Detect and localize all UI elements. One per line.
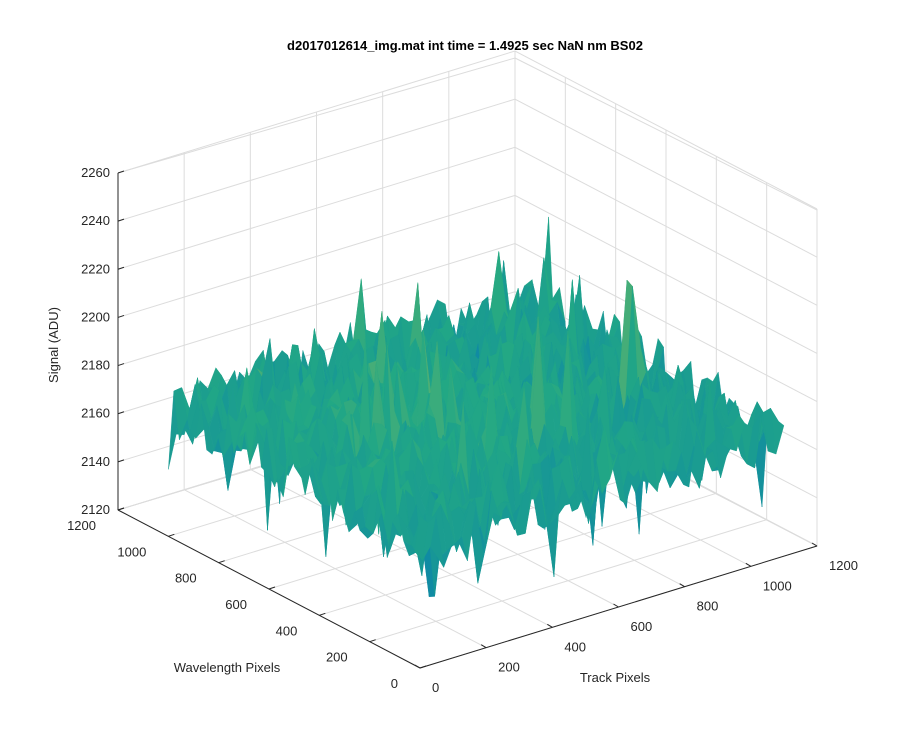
z-tick-1 [117, 459, 125, 463]
z-tick-label-0: 2120 [81, 502, 110, 517]
y-tick-label-1: 200 [326, 650, 348, 665]
grid-z-7 [117, 50, 818, 210]
z-tick-label-1: 2140 [81, 454, 110, 469]
y-tick-5 [168, 533, 175, 537]
z-tick-3 [117, 363, 125, 367]
x-tick-5 [745, 562, 752, 567]
z-tick-label-3: 2180 [81, 358, 110, 373]
z-tick-label-5: 2220 [81, 261, 110, 276]
y-tick-label-0: 0 [391, 676, 398, 691]
surface-cell [414, 515, 429, 561]
z-tick-6 [117, 218, 125, 222]
z-tick-2 [117, 411, 125, 415]
x-tick-1 [480, 644, 487, 649]
z-tick-label-6: 2240 [81, 213, 110, 228]
x-tick-label-2: 400 [564, 639, 586, 654]
y-tick-label-2: 400 [276, 623, 298, 638]
chart-title: d2017012614_img.mat int time = 1.4925 se… [287, 38, 643, 53]
z-tick-4 [117, 314, 125, 318]
tick-marks: 2120 2140 2160 2180 2200 2220 2240 2260 0 200 400 6… [67, 165, 858, 695]
x-tick-2 [547, 623, 553, 628]
grid-z-4 [117, 194, 818, 354]
x-tick-4 [679, 583, 685, 588]
y-tick-2 [319, 612, 326, 616]
x-tick-label-3: 600 [631, 619, 653, 634]
y-tick-0 [419, 665, 427, 669]
y-axis-label: Wavelength Pixels [174, 660, 281, 675]
x-tick-label-5: 1000 [763, 578, 792, 593]
z-tick-label-4: 2200 [81, 309, 110, 324]
y-tick-3 [268, 586, 276, 590]
y-tick-label-4: 800 [175, 571, 197, 586]
z-tick-5 [117, 266, 125, 270]
surface-plot [168, 216, 785, 597]
y-tick-label-5: 1000 [117, 544, 146, 559]
y-tick-label-3: 600 [225, 597, 247, 612]
z-axis-label: Signal (ADU) [46, 307, 61, 383]
z-tick-7 [117, 170, 125, 174]
x-tick-3 [613, 603, 619, 608]
x-tick-6 [811, 542, 818, 547]
y-tick-1 [369, 639, 376, 643]
z-tick-label-7: 2260 [81, 165, 110, 180]
x-tick-0 [414, 664, 421, 669]
x-tick-label-6: 1200 [829, 558, 858, 573]
x-tick-label-0: 0 [432, 680, 439, 695]
x-axis-label: Track Pixels [580, 670, 651, 685]
grid-z-6 [117, 98, 818, 258]
z-tick-label-2: 2160 [81, 406, 110, 421]
grid-z-5 [117, 146, 818, 306]
x-tick-label-4: 800 [697, 599, 719, 614]
y-tick-6 [117, 507, 125, 511]
y-tick-label-6: 1200 [67, 518, 96, 533]
y-tick-4 [218, 560, 225, 564]
axes: 2120 2140 2160 2180 2200 2220 2240 2260 0 200 400 6… [67, 165, 858, 695]
grid-z-3 [117, 243, 818, 403]
grid-y-floor-2 [319, 492, 717, 616]
x-tick-label-1: 200 [498, 660, 520, 675]
grid-y-floor-1 [369, 519, 767, 643]
